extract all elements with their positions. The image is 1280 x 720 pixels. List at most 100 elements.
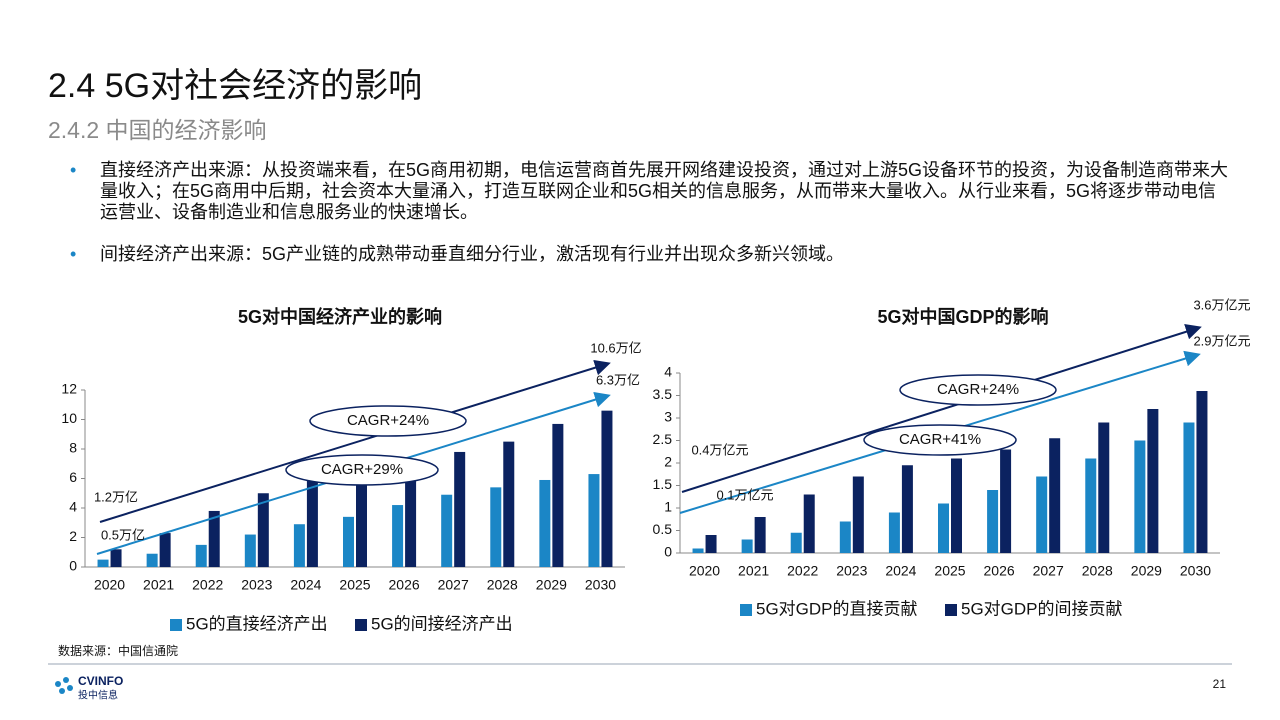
y-tick-label: 1.5 <box>653 476 673 492</box>
y-tick-label: 12 <box>61 381 77 397</box>
bar <box>454 451 466 567</box>
annotation: 0.5万亿 <box>101 527 145 542</box>
x-tick-label: 2026 <box>984 563 1015 579</box>
y-tick-label: 0 <box>69 558 77 574</box>
bullet: • 直接经济产出来源：从投资端来看，在5G商用初期，电信运营商首先展开网络建设投资… <box>70 160 1229 222</box>
bar <box>1085 458 1097 553</box>
chart-title: 5G对中国经济产业的影响 <box>238 306 442 327</box>
x-tick-label: 2026 <box>389 577 420 593</box>
bar <box>159 533 171 567</box>
y-tick-label: 6 <box>69 469 77 485</box>
subtitle: 2.4.2 中国的经济影响 <box>48 117 267 143</box>
bar <box>1147 409 1159 553</box>
bar <box>1049 438 1061 553</box>
x-tick-label: 2022 <box>192 577 223 593</box>
annotation: 1.2万亿 <box>94 489 138 504</box>
bar <box>244 534 256 567</box>
x-tick-label: 2025 <box>339 577 370 593</box>
x-tick-label: 2024 <box>885 563 916 579</box>
bar <box>901 465 913 553</box>
bar <box>146 553 158 567</box>
cagr-ellipse <box>309 405 467 437</box>
bar <box>741 539 753 553</box>
bar <box>1183 422 1195 553</box>
bar <box>852 476 864 553</box>
bar <box>705 535 717 553</box>
bar <box>503 441 515 567</box>
x-tick-label: 2020 <box>94 577 125 593</box>
logo-sub: 投中信息 <box>78 689 118 702</box>
annotation: 0.4万亿元 <box>691 442 748 457</box>
legend-label: 5G对GDP的直接贡献 <box>756 599 918 618</box>
bar <box>195 544 207 567</box>
bar <box>1000 449 1012 553</box>
cagr-label: CAGR+41% <box>899 431 981 448</box>
cagr-ellipse <box>899 374 1057 406</box>
annotation: 2.9万亿元 <box>1193 333 1250 348</box>
trend-arrow <box>681 324 1202 493</box>
cagr-label: CAGR+24% <box>347 412 429 429</box>
y-tick-label: 2 <box>69 528 77 544</box>
x-tick-label: 2027 <box>1033 563 1064 579</box>
page-number: 21 <box>1213 677 1227 691</box>
y-tick-label: 4 <box>664 364 672 380</box>
x-tick-label: 2030 <box>585 577 616 593</box>
bar <box>951 458 962 553</box>
logo: CVINFO <box>78 674 123 688</box>
x-tick-label: 2030 <box>1180 563 1211 579</box>
x-tick-label: 2028 <box>1082 563 1113 579</box>
y-tick-label: 4 <box>69 499 77 515</box>
y-tick-label: 2.5 <box>653 431 673 447</box>
bar <box>539 479 551 567</box>
bullet-text: 间接经济产出来源：5G产业链的成熟带动垂直细分行业，激活现有行业并出现众多新兴领… <box>100 244 845 264</box>
bar <box>208 510 220 567</box>
bar <box>754 517 766 553</box>
bar <box>888 512 900 553</box>
x-tick-label: 2025 <box>934 563 965 579</box>
x-tick-label: 2027 <box>438 577 469 593</box>
bar <box>552 423 564 567</box>
x-tick-label: 2021 <box>143 577 174 593</box>
legend-swatch <box>170 619 182 631</box>
bar <box>306 479 318 567</box>
x-tick-label: 2023 <box>241 577 272 593</box>
y-tick-label: 2 <box>664 454 672 470</box>
y-tick-label: 8 <box>69 440 77 456</box>
legend-label: 5G的直接经济产出 <box>186 614 328 633</box>
x-tick-label: 2021 <box>738 563 769 579</box>
x-tick-label: 2028 <box>487 577 518 593</box>
bar <box>441 494 453 567</box>
bar <box>987 490 999 553</box>
bar <box>490 487 502 567</box>
legend-label: 5G的间接经济产出 <box>371 614 513 633</box>
bar <box>356 474 367 567</box>
cagr-label: CAGR+29% <box>321 461 403 478</box>
cagr-ellipse <box>285 454 439 486</box>
trend-arrow <box>99 359 611 523</box>
chart-title: 5G对中国GDP的影响 <box>877 306 1048 327</box>
bar <box>343 516 354 567</box>
legend-swatch <box>355 619 367 631</box>
bar <box>110 549 122 567</box>
y-tick-label: 3.5 <box>653 386 673 402</box>
bar <box>839 521 851 553</box>
x-tick-label: 2022 <box>787 563 818 579</box>
bar <box>692 548 704 553</box>
annotation: 6.3万亿 <box>596 372 640 387</box>
bar <box>293 524 305 567</box>
bar <box>938 503 949 553</box>
legend-swatch <box>740 604 752 616</box>
bullet-text: 直接经济产出来源：从投资端来看，在5G商用初期，电信运营商首先展开网络建设投资，… <box>100 160 1229 222</box>
bar <box>405 466 417 567</box>
bar <box>1196 391 1208 553</box>
title: 2.4 5G对社会经济的影响 <box>48 67 423 105</box>
y-tick-label: 10 <box>61 410 77 426</box>
x-tick-label: 2024 <box>290 577 321 593</box>
y-tick-label: 0 <box>664 544 672 560</box>
bar <box>803 494 815 553</box>
bar <box>1098 422 1110 553</box>
annotation: 3.6万亿元 <box>1193 297 1250 312</box>
source: 数据来源：中国信通院 <box>58 643 178 658</box>
